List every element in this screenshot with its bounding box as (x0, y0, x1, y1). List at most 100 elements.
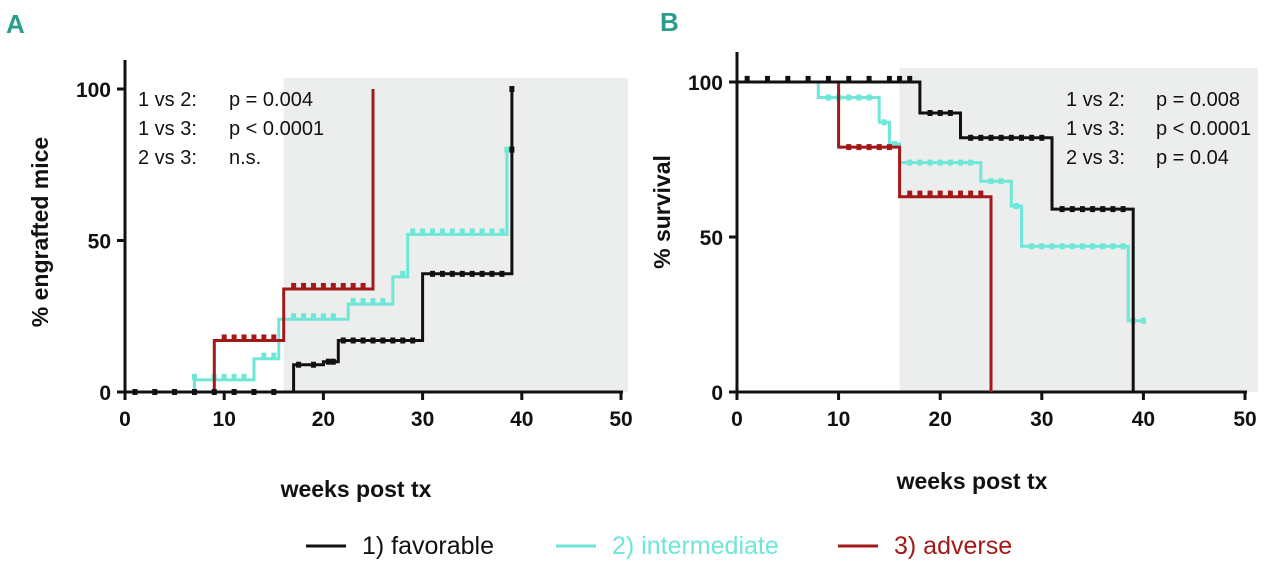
panel-b-x-tick-label-40: 40 (1132, 408, 1155, 431)
panel-a-censor-favorable-5 (231, 389, 237, 395)
panel-b-censor-favorable-19 (1029, 134, 1035, 141)
panel-a-censor-adverse-6 (291, 282, 297, 289)
panel-b-censor-intermediate-20 (1059, 243, 1065, 250)
panel-a-censor-adverse-13 (360, 282, 366, 289)
panel-b-x-tick-label-10: 10 (827, 408, 850, 431)
panel-b-censor-intermediate-8 (917, 159, 923, 166)
panel-a-censor-intermediate-25 (489, 228, 495, 235)
panel-b-y-tick-label-100: 100 (688, 72, 723, 95)
panel-b-censor-adverse-6 (917, 190, 923, 197)
panel-a-censor-favorable-26 (489, 270, 495, 277)
panel-a-censor-intermediate-10 (320, 313, 326, 320)
panel-a-censor-favorable-2 (172, 389, 178, 395)
panel-b-y-tick-label-50: 50 (700, 227, 723, 250)
panel-b-censor-adverse-11 (968, 190, 974, 197)
panel-a-censor-adverse-2 (241, 334, 247, 341)
panel-a-x-tick-label-0: 0 (119, 408, 131, 431)
panel-a-censor-favorable-3 (191, 389, 197, 395)
panel-a-censor-favorable-15 (370, 337, 376, 344)
panel-b-censor-adverse-9 (947, 190, 953, 197)
panel-a-series-favorable (125, 89, 514, 394)
panel-b-censor-adverse-12 (978, 190, 984, 197)
panel-b-censor-adverse-8 (937, 190, 943, 197)
panel-a-censor-favorable-19 (410, 337, 416, 344)
panel-a-censor-favorable-9 (310, 361, 316, 368)
panel-b-censor-favorable-4 (825, 75, 831, 82)
panel-b-censor-intermediate-24 (1100, 243, 1106, 250)
panel-a-letter: A (6, 9, 25, 39)
panel-b-censor-intermediate-4 (866, 94, 872, 101)
panel-a-censor-adverse-4 (261, 334, 267, 341)
panel-b-censor-intermediate-15 (998, 178, 1004, 185)
panel-a-censor-favorable-27 (499, 270, 505, 277)
panel-a-y-tick-label-50: 50 (88, 231, 111, 254)
panel-b-censor-favorable-26 (1110, 206, 1116, 213)
panel-a-censor-intermediate-14 (370, 298, 376, 305)
panel-b-ylabel: % survival (649, 155, 675, 269)
panel-a-censor-adverse-3 (251, 334, 257, 341)
panel-b-censor-intermediate-2 (846, 94, 852, 101)
panel-b-censor-intermediate-19 (1049, 243, 1055, 250)
panel-a-annot-3-value: n.s. (229, 147, 261, 169)
panel-a-censor-intermediate-15 (380, 298, 386, 305)
panel-a-x-tick-label-30: 30 (411, 408, 434, 431)
panel-a-annot-2-value: p < 0.0001 (229, 118, 324, 140)
panel-a-censor-favorable-28 (509, 146, 515, 153)
panel-a-annot-2-label: 1 vs 3: (138, 118, 197, 140)
panel-a-censor-intermediate-3 (231, 373, 237, 380)
panel-b-censor-favorable-9 (907, 75, 913, 82)
panel-b-x-tick-label-50: 50 (1233, 408, 1256, 431)
panel-b-censor-favorable-22 (1069, 206, 1075, 213)
panel-a-annotations: 1 vs 2: p = 0.004 1 vs 3: p < 0.0001 2 v… (138, 89, 324, 169)
panel-b-censor-favorable-18 (1018, 134, 1024, 141)
panel-a-censor-intermediate-0 (191, 373, 197, 380)
panel-b-x-tick-label-0: 0 (731, 408, 743, 431)
panel-b-series-favorable (737, 80, 1135, 392)
panel-a-censor-intermediate-26 (499, 228, 505, 235)
panel-b-censor-favorable-21 (1059, 206, 1065, 213)
panel-a-censor-adverse-5 (271, 334, 277, 341)
panel-a-censor-favorable-18 (400, 337, 406, 344)
panel-b-censor-favorable-13 (968, 134, 974, 141)
panel-b-censor-favorable-8 (897, 75, 903, 82)
panel-a-censor-favorable-16 (380, 337, 386, 344)
panel-b-censor-intermediate-0 (825, 94, 831, 101)
legend-label-favorable: 1) favorable (362, 532, 494, 560)
panel-a-x-tick-label-10: 10 (213, 408, 236, 431)
panel-a-censor-adverse-8 (310, 282, 316, 289)
panel-b-censor-intermediate-7 (907, 159, 913, 166)
panel-b-annot-3-label: 2 vs 3: (1066, 147, 1125, 169)
panel-b-censor-intermediate-22 (1079, 243, 1085, 250)
panel-b-censor-favorable-25 (1100, 206, 1106, 213)
panel-b-annot-1-label: 1 vs 2: (1066, 89, 1125, 111)
panel-a-annot-1-label: 1 vs 2: (138, 89, 197, 111)
panel-a-censor-intermediate-8 (301, 313, 307, 320)
panel-a-y-tick-label-0: 0 (99, 382, 111, 405)
panel-a-censor-intermediate-18 (420, 228, 426, 235)
panel-b-censor-intermediate-5 (881, 119, 887, 126)
panel-b-censor-favorable-5 (846, 75, 852, 82)
panel-a-censor-favorable-24 (469, 270, 475, 277)
panel-b-censor-favorable-15 (988, 134, 994, 141)
panel-b-censor-adverse-0 (846, 144, 852, 151)
panel-a-censor-intermediate-17 (410, 228, 416, 235)
panel-a-censor-intermediate-6 (271, 352, 277, 359)
panel-b-censor-intermediate-14 (988, 178, 994, 185)
panel-a-censor-adverse-11 (340, 282, 346, 289)
panel-a-censor-intermediate-22 (459, 228, 465, 235)
panel-a-censor-adverse-7 (301, 282, 307, 289)
panel-a-x-tick-label-50: 50 (609, 408, 632, 431)
panel-b-censor-intermediate-21 (1069, 243, 1075, 250)
panel-a-censor-intermediate-2 (221, 373, 227, 380)
panel-a-censor-favorable-10 (325, 358, 331, 365)
panel-a-censor-favorable-8 (296, 361, 302, 368)
panel-a-censor-intermediate-27 (504, 146, 510, 153)
panel-b-censor-favorable-10 (927, 110, 933, 116)
panel-b-censor-favorable-0 (744, 75, 750, 82)
panel-b-censor-adverse-10 (958, 190, 964, 197)
panel-b-censor-favorable-11 (937, 110, 943, 116)
panel-a-censor-adverse-9 (320, 282, 326, 289)
panel-b-censor-favorable-1 (764, 75, 770, 82)
